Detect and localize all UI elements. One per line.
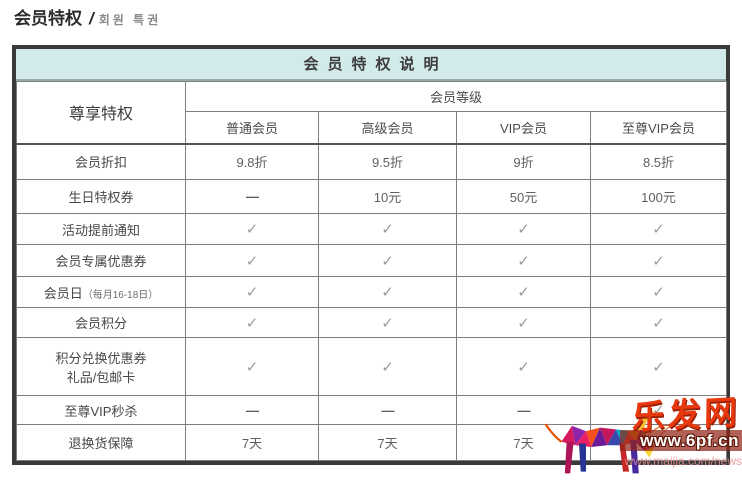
value-cell: ✓ — [318, 307, 457, 338]
table-row: 退换货保障 7天 7天 7天 — [16, 424, 728, 461]
row-label: 退换货保障 — [16, 424, 186, 461]
table-row: 生日特权券 — 10元 50元 100元 — [16, 179, 728, 214]
value-cell: ✓ — [589, 213, 728, 245]
row-label: 会员专属优惠券 — [16, 244, 186, 277]
value-cell: ✓ — [185, 244, 319, 277]
value-cell: ✓ — [456, 213, 591, 245]
corner-header: 尊享特权 — [16, 81, 186, 145]
value-cell: — — [456, 395, 591, 425]
value-cell: ✓ — [589, 307, 728, 338]
value-cell: ✓ — [318, 276, 457, 308]
value-cell: — — [185, 395, 319, 425]
table-row: 会员专属优惠券 ✓ ✓ ✓ ✓ — [16, 244, 728, 277]
value-cell: ✓ — [456, 244, 591, 277]
column-header: VIP会员 — [456, 111, 591, 145]
row-label: 会员日（每月16-18日） — [16, 276, 186, 308]
column-header: 至尊VIP会员 — [589, 111, 728, 145]
page-title: 会员特权 / 회원 특권 — [14, 4, 161, 29]
table-row: 活动提前通知 ✓ ✓ ✓ ✓ — [16, 213, 728, 245]
value-cell: ✓ — [589, 244, 728, 277]
row-label: 至尊VIP秒杀 — [16, 395, 186, 425]
value-cell: ✓ — [589, 276, 728, 308]
privileges-table: 尊享特权 会员等级 普通会员 高级会员 VIP会员 至尊VIP会员 会员折扣 9… — [16, 81, 728, 461]
value-cell: ✓ — [318, 213, 457, 245]
value-cell: 10元 — [318, 179, 457, 214]
member-level-group-row: 尊享特权 会员等级 — [16, 81, 728, 145]
value-cell: 100元 — [589, 179, 728, 214]
table-caption: 会员特权说明 — [16, 49, 726, 81]
value-cell: ✓ — [589, 395, 728, 425]
row-label: 会员折扣 — [16, 143, 186, 180]
value-cell: ✓ — [185, 337, 319, 396]
table-row: 会员积分 ✓ ✓ ✓ ✓ — [16, 307, 728, 338]
column-header-row: 普通会员 高级会员 VIP会员 至尊VIP会员 — [17, 111, 728, 145]
column-header: 高级会员 — [318, 111, 457, 145]
value-cell: ✓ — [318, 244, 457, 277]
value-cell: 8.5折 — [589, 143, 728, 180]
value-cell: 7天 — [185, 424, 319, 461]
row-label: 活动提前通知 — [16, 213, 186, 245]
table-row: 积分兑换优惠券 礼品/包邮卡 ✓ ✓ ✓ ✓ — [16, 337, 728, 396]
page-title-cn: 会员特权 — [14, 9, 82, 28]
value-cell: ✓ — [185, 276, 319, 308]
table-row: 至尊VIP秒杀 — — — ✓ — [16, 395, 728, 425]
row-label: 积分兑换优惠券 礼品/包邮卡 — [16, 337, 186, 396]
table-row: 会员折扣 9.8折 9.5折 9折 8.5折 — [16, 143, 728, 180]
value-cell: ✓ — [456, 276, 591, 308]
value-cell: 7天 — [318, 424, 457, 461]
page-title-kr: 회원 특권 — [98, 13, 162, 27]
value-cell: 9.5折 — [318, 143, 457, 180]
value-cell: ✓ — [318, 337, 457, 396]
title-separator: / — [89, 9, 94, 28]
privileges-table-panel: 会员特权说明 尊享特权 会员等级 普通会员 高级会员 VIP会员 至尊VIP会员… — [12, 45, 730, 465]
group-header: 会员等级 — [184, 81, 728, 112]
value-cell: — — [185, 179, 319, 214]
value-cell: ✓ — [185, 213, 319, 245]
value-cell: ✓ — [185, 307, 319, 338]
value-cell: 9.8折 — [185, 143, 319, 180]
row-label: 生日特权券 — [16, 179, 186, 214]
value-cell: 7天 — [456, 424, 591, 461]
value-cell: ✓ — [589, 337, 728, 396]
table-row: 会员日（每月16-18日） ✓ ✓ ✓ ✓ — [16, 276, 728, 308]
value-cell: 50元 — [456, 179, 591, 214]
value-cell: ✓ — [456, 307, 591, 338]
value-cell: — — [318, 395, 457, 425]
row-label: 会员积分 — [16, 307, 186, 338]
column-header: 普通会员 — [185, 111, 319, 145]
value-cell — [589, 424, 728, 461]
value-cell: ✓ — [456, 337, 591, 396]
value-cell: 9折 — [456, 143, 591, 180]
